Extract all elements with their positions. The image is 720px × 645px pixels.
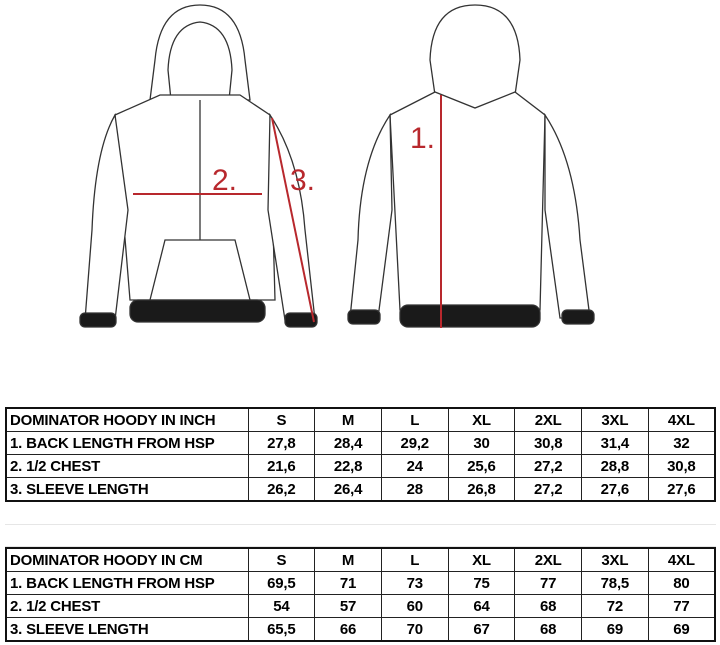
- cell: 30,8: [647, 454, 716, 478]
- size-header: 2XL: [514, 407, 583, 432]
- cell: 71: [314, 571, 382, 595]
- back-length-label: 1.: [410, 122, 435, 155]
- sleeve-measure-line: [271, 117, 315, 323]
- table-row: 2. 1/2 CHEST 21,6 22,8 24 25,6 27,2 28,8…: [5, 454, 716, 478]
- row-label: 2. 1/2 CHEST: [5, 454, 249, 478]
- cell: 75: [447, 571, 516, 595]
- table-row: 2. 1/2 CHEST 54 57 60 64 68 72 77: [5, 594, 716, 618]
- size-header: XL: [447, 547, 516, 572]
- cell: 69,5: [247, 571, 316, 595]
- cell: 29,2: [380, 431, 449, 455]
- table-header-row: DOMINATOR HOODY IN CM S M L XL 2XL 3XL 4…: [5, 547, 716, 572]
- cell: 26,4: [314, 477, 382, 502]
- cell: 80: [647, 571, 716, 595]
- cell: 69: [647, 617, 716, 642]
- size-header: S: [247, 547, 316, 572]
- chest-label: 2.: [212, 164, 237, 197]
- table-row: 3. SLEEVE LENGTH 26,2 26,4 28 26,8 27,2 …: [5, 477, 716, 502]
- size-header: S: [247, 407, 316, 432]
- size-header: 2XL: [514, 547, 583, 572]
- cell: 26,2: [247, 477, 316, 502]
- measure-lines: [133, 95, 442, 328]
- cell: 26,8: [447, 477, 516, 502]
- cell: 28,4: [314, 431, 382, 455]
- cell: 72: [581, 594, 649, 618]
- row-label: 3. SLEEVE LENGTH: [5, 617, 249, 642]
- cell: 65,5: [247, 617, 316, 642]
- cell: 77: [647, 594, 716, 618]
- cell: 28: [380, 477, 449, 502]
- cell: 28,8: [581, 454, 649, 478]
- empty-spacer-rows: [5, 503, 716, 547]
- cell: 68: [514, 594, 583, 618]
- size-header: L: [380, 547, 449, 572]
- cell: 73: [380, 571, 449, 595]
- cell: 24: [380, 454, 449, 478]
- row-label: 1. BACK LENGTH FROM HSP: [5, 431, 249, 455]
- table-title: DOMINATOR HOODY IN CM: [5, 547, 249, 572]
- back-hoodie-sketch: [347, 4, 595, 328]
- cell: 30: [447, 431, 516, 455]
- row-label: 3. SLEEVE LENGTH: [5, 477, 249, 502]
- cell: 32: [647, 431, 716, 455]
- cell: 21,6: [247, 454, 316, 478]
- size-header: 4XL: [647, 547, 716, 572]
- size-header: 3XL: [581, 407, 649, 432]
- cell: 68: [514, 617, 583, 642]
- table-row: 1. BACK LENGTH FROM HSP 27,8 28,4 29,2 3…: [5, 431, 716, 455]
- row-label: 2. 1/2 CHEST: [5, 594, 249, 618]
- table-title: DOMINATOR HOODY IN INCH: [5, 407, 249, 432]
- cell: 27,2: [514, 477, 583, 502]
- size-header: 3XL: [581, 547, 649, 572]
- table-row: 1. BACK LENGTH FROM HSP 69,5 71 73 75 77…: [5, 571, 716, 595]
- cell: 31,4: [581, 431, 649, 455]
- cell: 30,8: [514, 431, 583, 455]
- cell: 69: [581, 617, 649, 642]
- cell: 27,2: [514, 454, 583, 478]
- cell: 66: [314, 617, 382, 642]
- inch-size-table: DOMINATOR HOODY IN INCH S M L XL 2XL 3XL…: [5, 407, 716, 502]
- cell: 27,6: [581, 477, 649, 502]
- cell: 78,5: [581, 571, 649, 595]
- cell: 27,8: [247, 431, 316, 455]
- row-label: 1. BACK LENGTH FROM HSP: [5, 571, 249, 595]
- size-header: XL: [447, 407, 516, 432]
- cell: 54: [247, 594, 316, 618]
- cell: 70: [380, 617, 449, 642]
- cell: 77: [514, 571, 583, 595]
- size-header: M: [314, 547, 382, 572]
- sleeve-label: 3.: [290, 164, 315, 197]
- size-header: M: [314, 407, 382, 432]
- cell: 57: [314, 594, 382, 618]
- cell: 27,6: [647, 477, 716, 502]
- cell: 67: [447, 617, 516, 642]
- cell: 22,8: [314, 454, 382, 478]
- table-row: 3. SLEEVE LENGTH 65,5 66 70 67 68 69 69: [5, 617, 716, 642]
- hoodie-measurement-diagram: 1. 2. 3.: [79, 4, 595, 328]
- cell: 25,6: [447, 454, 516, 478]
- cm-size-table: DOMINATOR HOODY IN CM S M L XL 2XL 3XL 4…: [5, 547, 716, 642]
- table-header-row: DOMINATOR HOODY IN INCH S M L XL 2XL 3XL…: [5, 407, 716, 432]
- size-header: L: [380, 407, 449, 432]
- size-header: 4XL: [647, 407, 716, 432]
- cell: 60: [380, 594, 449, 618]
- cell: 64: [447, 594, 516, 618]
- front-hoodie-sketch: [79, 4, 318, 328]
